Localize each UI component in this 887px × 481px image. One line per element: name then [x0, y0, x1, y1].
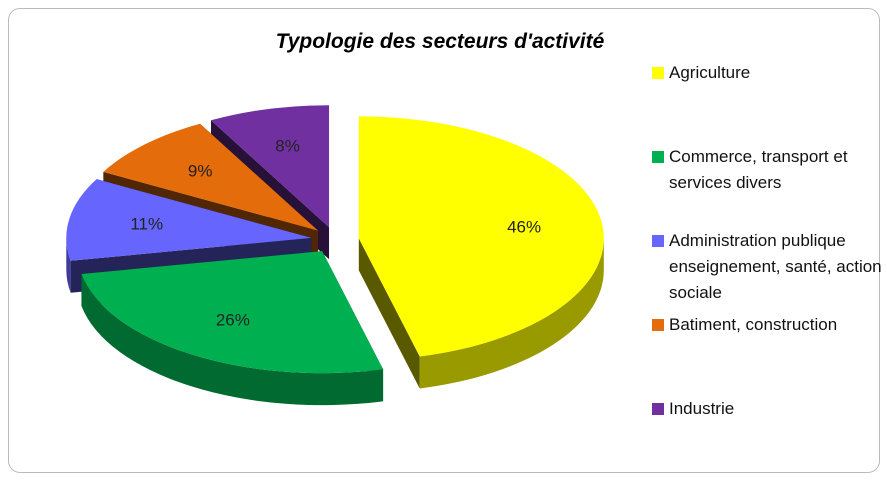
- slice: [358, 116, 604, 357]
- legend-entry: Agriculture: [652, 60, 887, 86]
- slice-side: [66, 237, 71, 293]
- data-label: 8%: [275, 136, 300, 155]
- chart-frame: [8, 8, 880, 473]
- data-label: 9%: [188, 161, 213, 180]
- slice: [66, 179, 312, 261]
- chart-title: Typologie des secteurs d'activité: [275, 30, 605, 53]
- slice-side: [358, 238, 420, 389]
- legend-swatch: [652, 319, 664, 331]
- legend-label: Batiment, construction: [669, 315, 838, 334]
- slice: [81, 251, 384, 374]
- legend-entry: Batiment, construction: [652, 312, 887, 338]
- legend-entry: Commerce, transport et services divers: [652, 144, 887, 196]
- slice: [103, 123, 319, 231]
- data-label: 26%: [216, 311, 250, 330]
- data-label: 11%: [130, 214, 163, 233]
- legend-label: Industrie: [669, 399, 735, 418]
- legend-entry: Industrie: [652, 396, 887, 422]
- slice-side: [81, 274, 384, 406]
- legend-label: Commerce, transport et services divers: [669, 147, 848, 192]
- slice-side: [419, 238, 604, 389]
- legend-entry: Administration publique enseignement, sa…: [652, 228, 887, 306]
- legend-swatch: [652, 151, 664, 163]
- legend-swatch: [652, 67, 664, 79]
- legend-label: Agriculture: [669, 63, 751, 82]
- legend-swatch: [652, 403, 664, 415]
- legend-swatch: [652, 235, 664, 247]
- legend-label: Administration publique enseignement, sa…: [669, 231, 882, 302]
- slice: [211, 105, 330, 228]
- data-label: 46%: [507, 217, 541, 236]
